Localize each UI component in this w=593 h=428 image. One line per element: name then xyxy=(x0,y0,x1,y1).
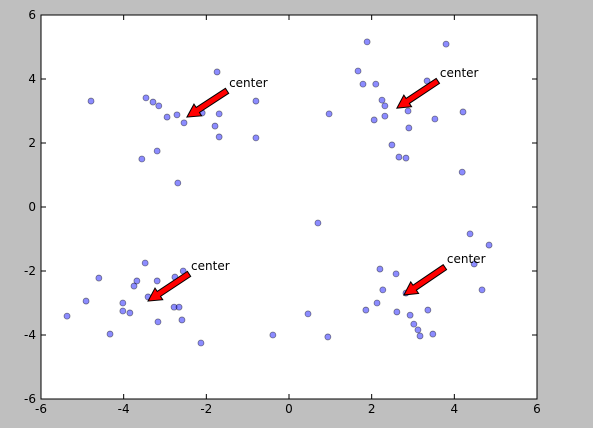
point xyxy=(153,147,161,155)
point xyxy=(173,111,181,119)
point xyxy=(174,179,182,187)
point xyxy=(252,134,260,142)
annotation-text: center xyxy=(229,76,268,90)
point xyxy=(138,155,146,163)
x-tick-label: 2 xyxy=(368,402,376,416)
point xyxy=(470,260,478,268)
x-tick-label: 4 xyxy=(451,402,459,416)
point xyxy=(325,110,333,118)
point xyxy=(478,286,486,294)
point xyxy=(213,68,221,76)
point xyxy=(429,330,437,338)
point xyxy=(82,297,90,305)
point xyxy=(402,154,410,162)
point xyxy=(119,299,127,307)
y-tick-label: -6 xyxy=(24,392,36,406)
point xyxy=(154,318,162,326)
point xyxy=(252,97,260,105)
x-tick-label: 0 xyxy=(285,402,293,416)
x-tick-label: -6 xyxy=(35,402,47,416)
annotation-text: center xyxy=(447,252,486,266)
point xyxy=(153,277,161,285)
point xyxy=(414,326,422,334)
point xyxy=(178,316,186,324)
point xyxy=(119,307,127,315)
point xyxy=(180,119,188,127)
point xyxy=(359,80,367,88)
point xyxy=(314,219,322,227)
annotation-text: center xyxy=(191,259,230,273)
point xyxy=(363,38,371,46)
point xyxy=(416,332,424,340)
point xyxy=(466,230,474,238)
point xyxy=(63,312,71,320)
point xyxy=(130,282,138,290)
point xyxy=(442,40,450,48)
point xyxy=(388,141,396,149)
point xyxy=(215,110,223,118)
point xyxy=(175,303,183,311)
y-tick-label: 6 xyxy=(28,8,36,22)
point xyxy=(215,133,223,141)
point xyxy=(393,308,401,316)
point xyxy=(370,116,378,124)
point xyxy=(381,102,389,110)
point xyxy=(354,67,362,75)
point xyxy=(197,339,205,347)
y-tick-label: -4 xyxy=(24,328,36,342)
point xyxy=(142,94,150,102)
x-tick-label: -2 xyxy=(200,402,212,416)
point xyxy=(376,265,384,273)
x-tick-label: 6 xyxy=(533,402,541,416)
point xyxy=(381,112,389,120)
point xyxy=(431,115,439,123)
point xyxy=(126,309,134,317)
point xyxy=(163,113,171,121)
point xyxy=(378,96,386,104)
point xyxy=(372,80,380,88)
point xyxy=(458,168,466,176)
point xyxy=(304,310,312,318)
y-tick-label: 0 xyxy=(28,200,36,214)
point xyxy=(106,330,114,338)
point xyxy=(424,306,432,314)
point xyxy=(95,274,103,282)
point xyxy=(485,241,493,249)
plot-frame xyxy=(40,14,538,400)
point xyxy=(392,270,400,278)
point xyxy=(324,333,332,341)
plot-area xyxy=(41,15,537,399)
point xyxy=(133,277,141,285)
point xyxy=(87,97,95,105)
point xyxy=(170,303,178,311)
point xyxy=(269,331,277,339)
x-tick-label: -4 xyxy=(118,402,130,416)
point xyxy=(379,286,387,294)
y-tick-label: 4 xyxy=(28,72,36,86)
y-tick-label: -2 xyxy=(24,264,36,278)
annotation-arrow xyxy=(186,87,230,118)
point xyxy=(211,122,219,130)
point xyxy=(395,153,403,161)
point xyxy=(405,124,413,132)
point xyxy=(373,299,381,307)
point xyxy=(406,311,414,319)
point xyxy=(410,320,418,328)
point xyxy=(155,102,163,110)
point xyxy=(404,107,412,115)
annotation-text: center xyxy=(440,66,479,80)
annotation-arrow xyxy=(403,263,448,296)
point xyxy=(141,259,149,267)
annotation-arrow xyxy=(147,270,192,302)
point xyxy=(362,306,370,314)
annotation-arrow xyxy=(396,77,441,109)
point xyxy=(459,108,467,116)
y-tick-label: 2 xyxy=(28,136,36,150)
point xyxy=(149,98,157,106)
